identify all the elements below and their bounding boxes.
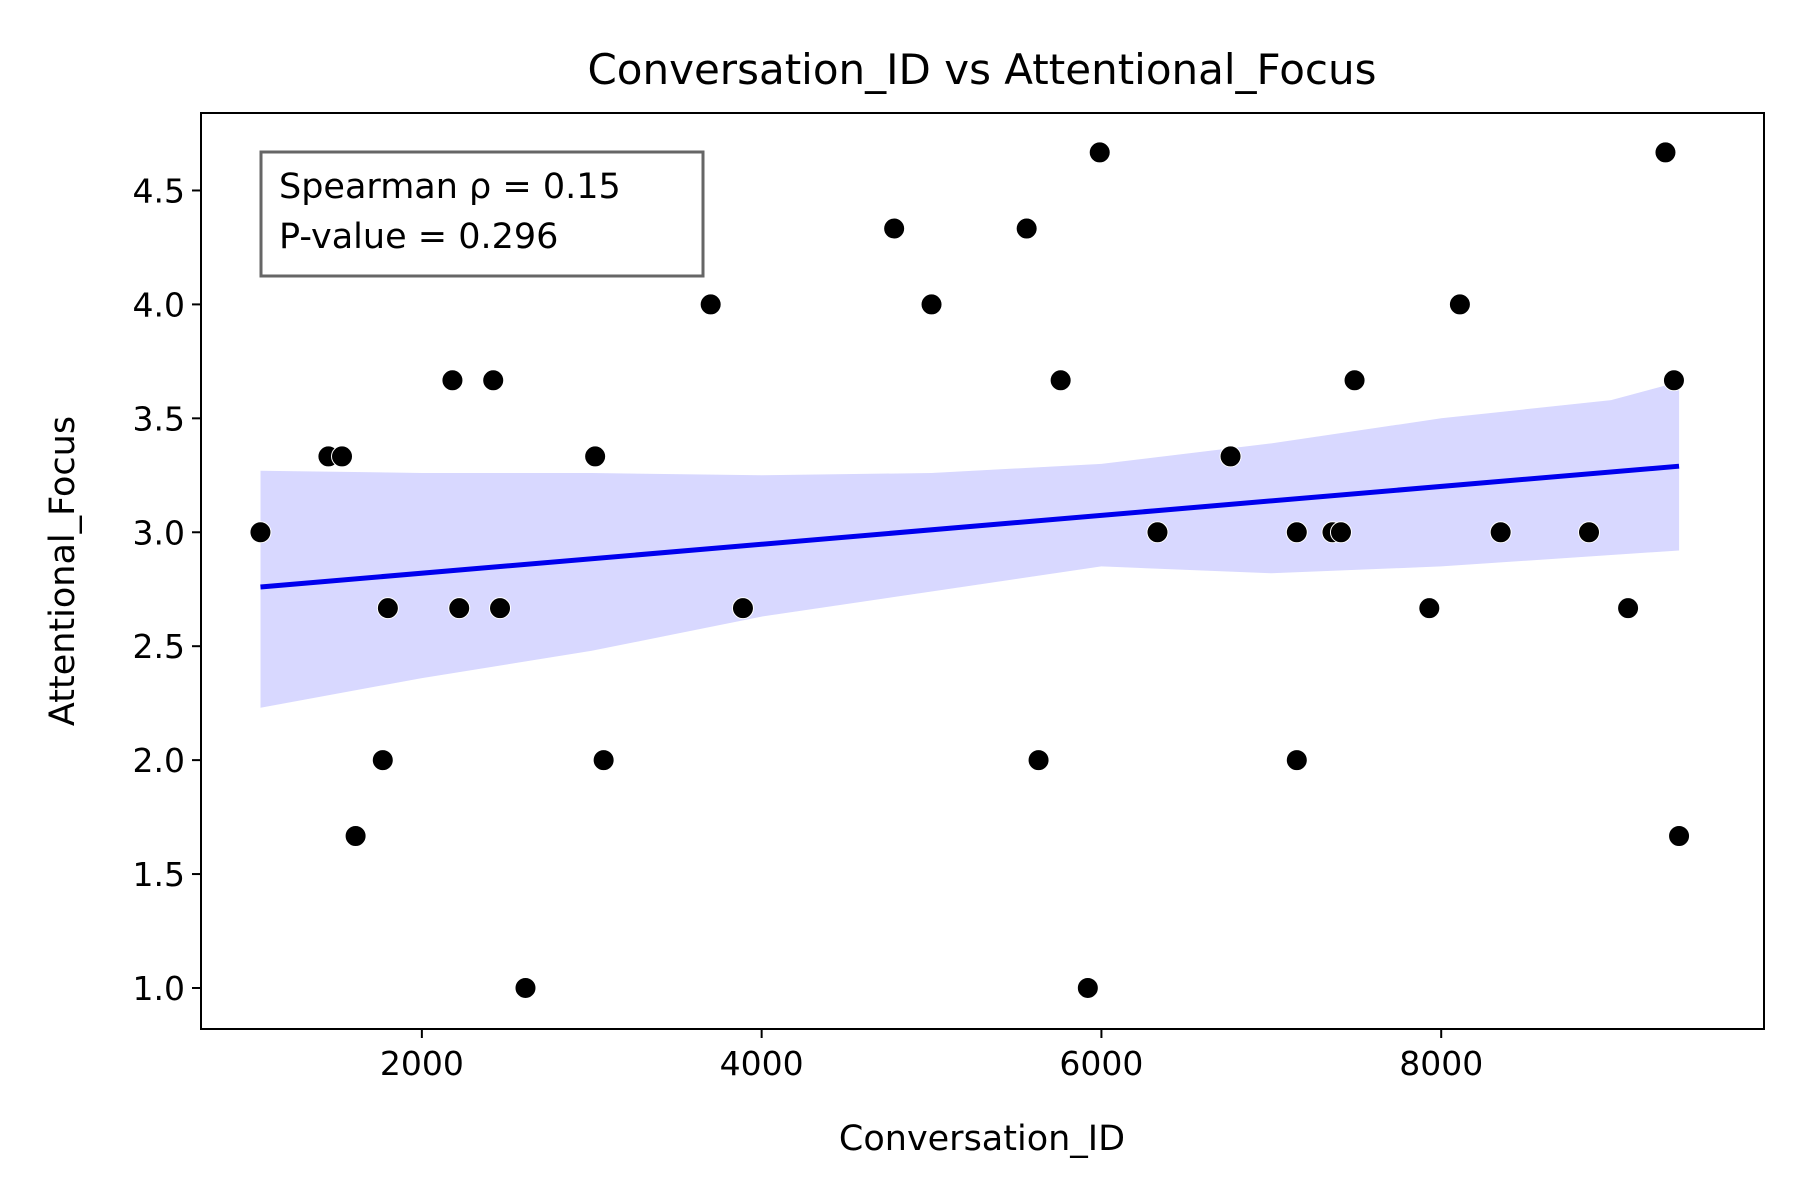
- data-point-18: [1015, 217, 1038, 240]
- data-point-31: [1448, 293, 1471, 316]
- data-point-36: [1662, 369, 1685, 392]
- y-axis-ticks: 1.0 1.5 2.0 2.5 3.0 3.5 4.0 4.5: [133, 171, 201, 1008]
- spearman-rho-text: Spearman ρ = 0.15: [279, 167, 621, 207]
- y-tick-label: 4.5: [133, 171, 185, 210]
- data-point-19: [1027, 749, 1050, 772]
- data-point-6: [376, 597, 399, 620]
- y-axis-label: Attentional_Focus: [43, 416, 83, 726]
- y-tick-label: 2.5: [133, 627, 185, 666]
- stats-annotation-box: Spearman ρ = 0.15 P-value = 0.296: [259, 150, 705, 278]
- chart-title: Conversation_ID vs Attentional_Focus: [587, 45, 1376, 94]
- data-point-35: [1654, 141, 1677, 164]
- data-point-14: [699, 293, 722, 316]
- data-point-20: [1049, 369, 1072, 392]
- data-point-12: [584, 445, 607, 468]
- data-point-3: [331, 445, 354, 468]
- data-point-34: [1617, 597, 1640, 620]
- data-points-layer: [249, 141, 1691, 999]
- data-point-13: [592, 749, 615, 772]
- data-point-15: [731, 597, 754, 620]
- data-point-30: [1418, 597, 1441, 620]
- regression-line-layer: [260, 463, 1680, 590]
- y-tick-label: 1.5: [133, 855, 185, 894]
- data-point-11: [514, 976, 537, 999]
- data-point-22: [1088, 141, 1111, 164]
- y-tick-label: 1.0: [133, 969, 185, 1008]
- data-point-16: [883, 217, 906, 240]
- y-tick-label: 3.0: [133, 513, 185, 552]
- confidence-band-layer: [260, 381, 1680, 708]
- data-point-5: [371, 749, 394, 772]
- confidence-band: [260, 381, 1680, 708]
- x-axis-label: Conversation_ID: [839, 1119, 1125, 1159]
- data-point-17: [920, 293, 943, 316]
- data-point-28: [1329, 521, 1352, 544]
- data-point-37: [1668, 825, 1691, 848]
- data-point-29: [1343, 369, 1366, 392]
- data-point-10: [489, 597, 512, 620]
- plot-frame: [200, 112, 1765, 1030]
- regression-line: [260, 463, 1680, 590]
- x-tick-label: 8000: [1399, 1044, 1483, 1083]
- y-tick-label: 2.0: [133, 741, 185, 780]
- data-point-9: [482, 369, 505, 392]
- data-point-4: [344, 825, 367, 848]
- p-value-text: P-value = 0.296: [279, 217, 558, 257]
- data-point-21: [1076, 976, 1099, 999]
- x-tick-label: 2000: [380, 1044, 464, 1083]
- data-point-23: [1146, 521, 1169, 544]
- data-point-7: [441, 369, 464, 392]
- data-point-26: [1285, 749, 1308, 772]
- data-point-24: [1219, 445, 1242, 468]
- data-point-1: [249, 521, 272, 544]
- x-tick-label: 6000: [1059, 1044, 1143, 1083]
- data-point-8: [448, 597, 471, 620]
- y-tick-label: 3.5: [133, 399, 185, 438]
- x-tick-label: 4000: [720, 1044, 804, 1083]
- data-point-25: [1285, 521, 1308, 544]
- x-axis-ticks: 2000 4000 6000 8000: [380, 1029, 1483, 1083]
- data-point-32: [1489, 521, 1512, 544]
- stats-box-frame: [259, 150, 705, 278]
- y-tick-label: 4.0: [133, 285, 185, 324]
- data-point-33: [1578, 521, 1601, 544]
